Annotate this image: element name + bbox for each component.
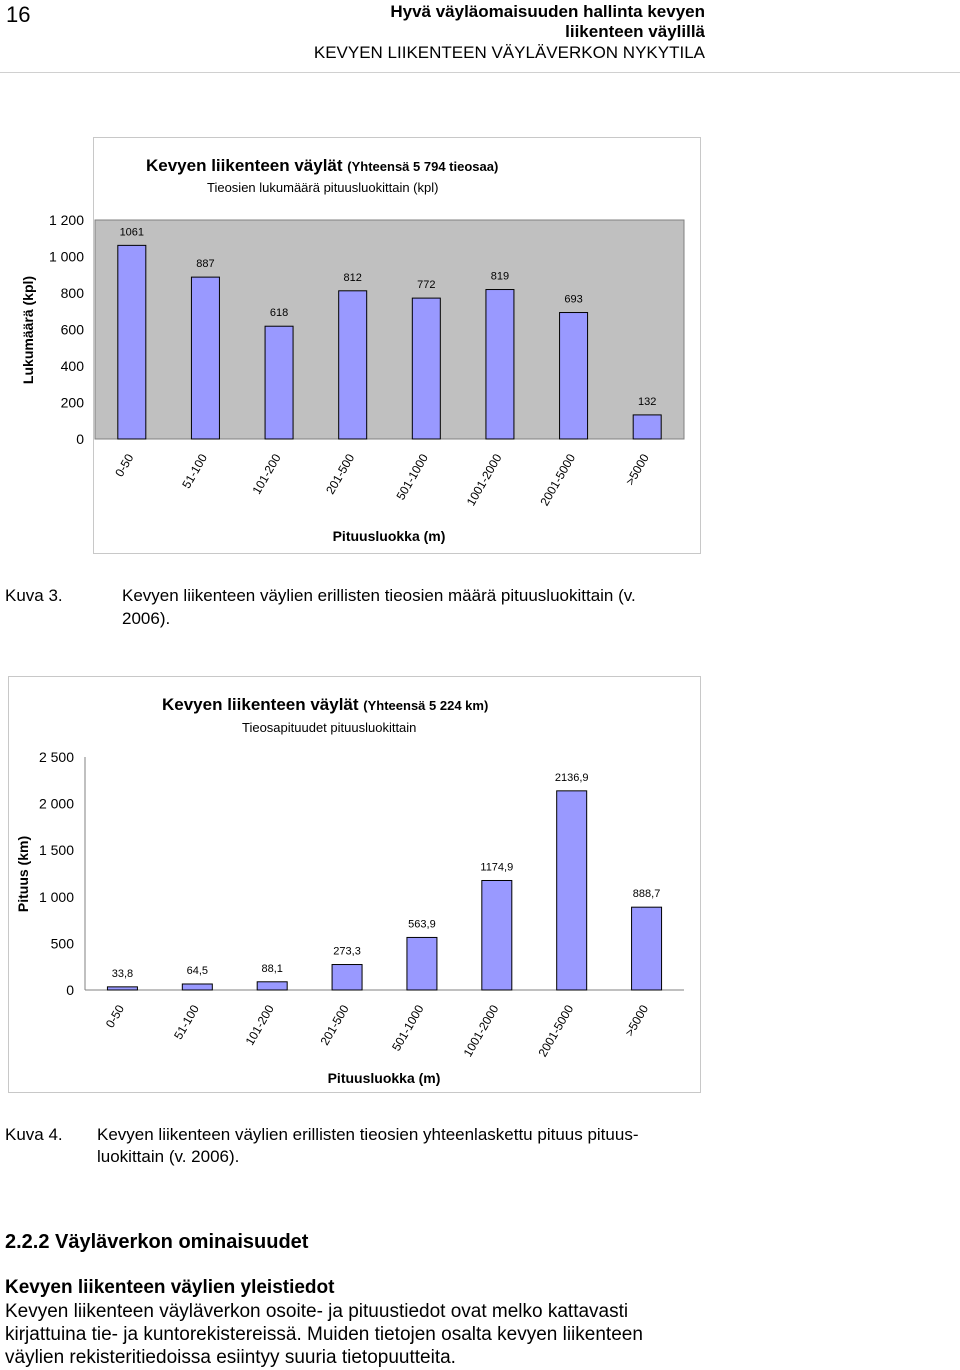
chart-2-bar-value-label: 1174,9 bbox=[480, 861, 513, 873]
chart-1-bar-value-label: 1061 bbox=[120, 226, 144, 238]
header-title-line1: Hyvä väyläomaisuuden hallinta kevyen bbox=[390, 2, 705, 21]
chart-2-ytick-label: 1 000 bbox=[39, 889, 74, 905]
chart-1-category-label: 501-1000 bbox=[393, 451, 431, 502]
chart-1-bar bbox=[338, 290, 368, 440]
chart-1-bar-value-label: 819 bbox=[491, 271, 509, 283]
chart-2-category-label: 0-50 bbox=[103, 1002, 127, 1030]
chart-1-category-label: 2001-5000 bbox=[537, 451, 578, 508]
chart-1-ytick-label: 200 bbox=[61, 395, 85, 411]
chart-2-title-main: Kevyen liikenteen väylät bbox=[162, 695, 359, 714]
chart-2-plot-area bbox=[85, 757, 684, 990]
chart-2-title: Kevyen liikenteen väylät (Yhteensä 5 224… bbox=[162, 695, 488, 715]
chart-1-title-total: (Yhteensä 5 794 tieosaa) bbox=[347, 159, 499, 174]
chart-1-ytick-label: 1 200 bbox=[49, 212, 84, 228]
chart-2-bar-value-label: 273,3 bbox=[333, 946, 361, 958]
chart-2-x-axis-title: Pituusluokka (m) bbox=[328, 1070, 441, 1086]
chart-1-category-label: 1001-2000 bbox=[464, 451, 505, 508]
chart-2-bar bbox=[406, 936, 438, 991]
paragraph-line3: väylien rekisteritiedoissa esiintyy suur… bbox=[5, 1347, 456, 1368]
figure-3-label: Kuva 3. bbox=[5, 586, 63, 605]
figure-4-caption-line2: luokittain (v. 2006). bbox=[97, 1147, 240, 1166]
chart-2-bar bbox=[331, 964, 363, 991]
chart-1-category-label: 0-50 bbox=[112, 451, 136, 479]
figure-3-caption-line2: 2006). bbox=[122, 609, 171, 628]
chart-2-ytick-label: 500 bbox=[51, 935, 75, 951]
chart-2-bar bbox=[181, 983, 213, 991]
chart-2-category-label: 101-200 bbox=[243, 1002, 277, 1047]
subsection-heading: Kevyen liikenteen väylien yleistiedot bbox=[5, 1277, 335, 1298]
figure-3-caption-line1: Kevyen liikenteen väylien erillisten tie… bbox=[122, 586, 636, 605]
chart-1-bar bbox=[632, 414, 662, 440]
chart-2-category-label: 501-1000 bbox=[389, 1002, 427, 1053]
chart-1-bar-value-label: 812 bbox=[344, 272, 362, 284]
chart-1-bar bbox=[190, 276, 220, 440]
chart-2-bar-value-label: 33,8 bbox=[112, 968, 133, 980]
chart-2-bar bbox=[631, 906, 663, 991]
chart-1-category-label: >5000 bbox=[623, 451, 652, 487]
chart-2-bar-value-label: 563,9 bbox=[408, 918, 436, 930]
chart-1-bar bbox=[485, 289, 515, 440]
chart-1-bar bbox=[264, 325, 294, 440]
chart-2-category-label: 2001-5000 bbox=[535, 1002, 576, 1059]
chart-2-ytick-label: 2 500 bbox=[39, 749, 74, 765]
chart-2-ytick-label: 0 bbox=[66, 982, 74, 998]
chart-1-bar-value-label: 887 bbox=[196, 258, 214, 270]
chart-2-category-label: 51-100 bbox=[171, 1002, 202, 1042]
chart-2-svg: 0 500 1 000 1 500 2 000 2 500 33,8 0-50 64,5 51-1… bbox=[15, 749, 684, 1086]
chart-1-ytick-label: 600 bbox=[61, 322, 85, 338]
chart-1-svg: 0 200 400 600 800 1 000 1 200 1061 0-50 887 51-100… bbox=[20, 212, 685, 544]
chart-2-category-label: 201-500 bbox=[318, 1002, 352, 1047]
chart-2-title-total: (Yhteensä 5 224 km) bbox=[363, 698, 489, 713]
paragraph-line1: Kevyen liikenteen väyläverkon osoite- ja… bbox=[5, 1301, 629, 1322]
chart-2-bar-value-label: 88,1 bbox=[261, 963, 282, 975]
chart-1-bar-value-label: 132 bbox=[638, 396, 656, 408]
chart-2-bar bbox=[106, 986, 138, 991]
chart-1-bar-value-label: 618 bbox=[270, 307, 288, 319]
chart-1-title-main: Kevyen liikenteen väylät bbox=[146, 156, 343, 175]
page-number: 16 bbox=[6, 2, 31, 27]
figure-4-label: Kuva 4. bbox=[5, 1125, 63, 1144]
chart-2-bar-value-label: 64,5 bbox=[187, 965, 208, 977]
chart-1-plot-area bbox=[94, 219, 685, 440]
chart-2-bar bbox=[481, 879, 513, 991]
chart-1-category-label: 101-200 bbox=[250, 451, 284, 496]
header-divider bbox=[0, 72, 960, 73]
chart-1-ytick-label: 0 bbox=[76, 431, 84, 447]
chart-2-bar bbox=[556, 790, 588, 991]
chart-2-category-label: >5000 bbox=[622, 1002, 651, 1038]
header-section-title: KEVYEN LIIKENTEEN VÄYLÄVERKON NYKYTILA bbox=[313, 43, 705, 62]
paragraph-line2: kirjattuina tie- ja kuntorekistereissä. … bbox=[5, 1324, 643, 1345]
chart-1-subtitle: Tieosien lukumäärä pituusluokittain (kpl… bbox=[207, 180, 439, 195]
chart-2-bar bbox=[256, 981, 288, 991]
chart-1-bar bbox=[559, 312, 589, 440]
chart-1-bar bbox=[411, 297, 441, 440]
chart-2-category-label: 1001-2000 bbox=[461, 1002, 502, 1059]
chart-1-x-axis-title: Pituusluokka (m) bbox=[333, 528, 446, 544]
chart-2-y-axis-title: Pituus (km) bbox=[15, 836, 31, 912]
figure-4-caption-line1: Kevyen liikenteen väylien erillisten tie… bbox=[97, 1125, 639, 1144]
chart-1-y-axis-title: Lukumäärä (kpl) bbox=[20, 276, 36, 384]
chart-2-ytick-label: 1 500 bbox=[39, 842, 74, 858]
chart-2-ytick-label: 2 000 bbox=[39, 796, 74, 812]
chart-1-bar-value-label: 693 bbox=[564, 294, 582, 306]
chart-1-ytick-label: 400 bbox=[61, 358, 85, 374]
chart-1-title: Kevyen liikenteen väylät (Yhteensä 5 794… bbox=[146, 156, 498, 176]
chart-1-category-label: 51-100 bbox=[179, 451, 210, 491]
chart-2-bar-value-label: 2136,9 bbox=[555, 772, 589, 784]
chart-1-bar-value-label: 772 bbox=[417, 279, 435, 291]
chart-1-ytick-label: 1 000 bbox=[49, 249, 84, 265]
section-heading: 2.2.2 Väyläverkon ominaisuudet bbox=[5, 1231, 309, 1253]
chart-1-ytick-label: 800 bbox=[61, 285, 85, 301]
header-title-line2: liikenteen väylillä bbox=[565, 22, 705, 41]
chart-2-bar-value-label: 888,7 bbox=[633, 888, 661, 900]
chart-1-bar bbox=[117, 244, 147, 440]
chart-2-subtitle: Tieosapituudet pituusluokittain bbox=[242, 720, 417, 735]
chart-1-category-label: 201-500 bbox=[323, 451, 357, 496]
